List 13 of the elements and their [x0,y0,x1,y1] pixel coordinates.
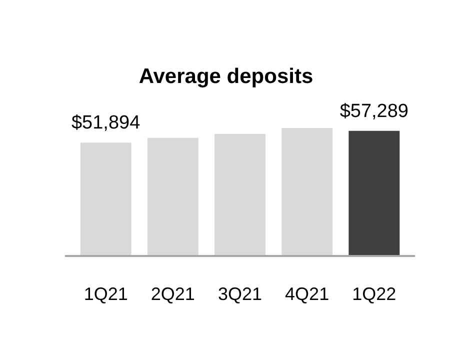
bar [147,138,198,256]
bar [282,128,333,256]
bar [348,130,400,256]
x-tick-label: 4Q21 [285,284,330,304]
data-label: $51,894 [72,112,141,134]
data-label: $57,289 [340,100,408,122]
x-tick-label: 2Q21 [150,284,195,304]
x-tick-label: 3Q21 [218,284,262,304]
bar [80,142,132,256]
x-tick-label: 1Q22 [352,284,396,304]
bar [214,134,266,256]
chart-title: Average deposits [138,65,314,88]
x-tick-label: 1Q21 [84,284,128,304]
